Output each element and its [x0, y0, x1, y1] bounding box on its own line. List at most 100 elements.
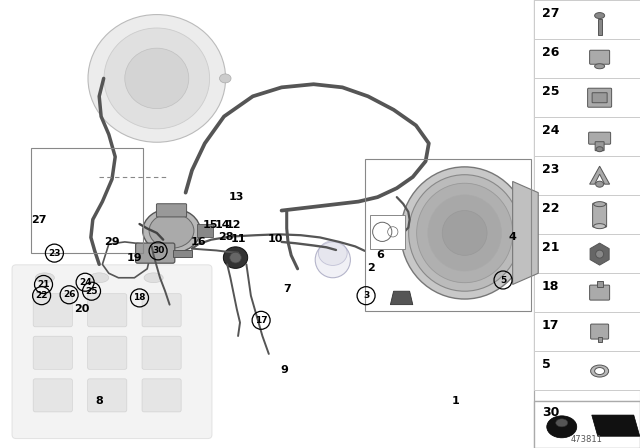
FancyBboxPatch shape — [142, 336, 181, 369]
Ellipse shape — [428, 195, 502, 271]
FancyBboxPatch shape — [588, 88, 612, 107]
Text: 11: 11 — [230, 234, 246, 244]
Bar — [365, 159, 531, 311]
FancyBboxPatch shape — [142, 379, 181, 412]
Text: 9: 9 — [281, 365, 289, 375]
FancyBboxPatch shape — [589, 132, 611, 144]
Ellipse shape — [144, 273, 163, 283]
Ellipse shape — [596, 146, 603, 152]
Text: 19: 19 — [127, 253, 142, 263]
Text: 473811: 473811 — [571, 435, 603, 444]
Text: 25: 25 — [541, 85, 559, 98]
Text: 24: 24 — [79, 278, 92, 287]
Text: 20: 20 — [74, 304, 90, 314]
Bar — [598, 18, 602, 34]
Bar — [370, 215, 405, 249]
Polygon shape — [513, 181, 538, 284]
Text: 5: 5 — [500, 276, 506, 284]
Ellipse shape — [149, 213, 194, 248]
Text: 26: 26 — [541, 46, 559, 59]
FancyBboxPatch shape — [88, 294, 127, 327]
Text: 17: 17 — [255, 316, 268, 325]
Text: 30: 30 — [541, 406, 559, 419]
Text: 8: 8 — [95, 396, 103, 406]
FancyBboxPatch shape — [595, 142, 604, 151]
Bar — [534, 39, 640, 78]
FancyBboxPatch shape — [592, 93, 607, 103]
Polygon shape — [390, 291, 413, 305]
Polygon shape — [590, 243, 609, 265]
Ellipse shape — [223, 247, 248, 268]
Ellipse shape — [409, 175, 521, 291]
Text: 21: 21 — [541, 241, 559, 254]
Text: 5: 5 — [541, 358, 550, 371]
Ellipse shape — [220, 74, 231, 83]
Text: 12: 12 — [226, 220, 241, 230]
Text: 6: 6 — [376, 250, 384, 260]
Bar — [534, 78, 640, 117]
FancyBboxPatch shape — [136, 243, 175, 263]
Text: 26: 26 — [63, 290, 76, 299]
FancyBboxPatch shape — [591, 324, 609, 339]
FancyBboxPatch shape — [593, 203, 607, 227]
Text: 23: 23 — [541, 163, 559, 176]
Bar — [534, 312, 640, 351]
Text: 10: 10 — [268, 234, 283, 244]
FancyBboxPatch shape — [33, 336, 72, 369]
FancyBboxPatch shape — [12, 265, 212, 439]
Ellipse shape — [230, 252, 241, 263]
Polygon shape — [592, 415, 640, 436]
Ellipse shape — [143, 208, 200, 253]
Bar — [534, 0, 640, 39]
Ellipse shape — [595, 13, 605, 18]
FancyBboxPatch shape — [88, 336, 127, 369]
FancyBboxPatch shape — [589, 50, 610, 64]
Text: 1: 1 — [452, 396, 460, 406]
Ellipse shape — [594, 224, 605, 228]
Text: 28: 28 — [218, 232, 234, 241]
Text: 3: 3 — [363, 291, 369, 300]
Bar — [31, 148, 143, 253]
FancyBboxPatch shape — [142, 294, 181, 327]
Ellipse shape — [315, 242, 351, 278]
Text: 2: 2 — [367, 263, 375, 273]
Ellipse shape — [104, 28, 210, 129]
Bar — [173, 250, 192, 257]
Ellipse shape — [88, 15, 226, 142]
FancyBboxPatch shape — [589, 285, 610, 300]
Text: 22: 22 — [35, 291, 48, 300]
Ellipse shape — [547, 416, 577, 438]
Text: 21: 21 — [37, 280, 50, 289]
Bar — [197, 224, 213, 237]
Text: 13: 13 — [229, 192, 244, 202]
Ellipse shape — [591, 365, 609, 377]
Ellipse shape — [596, 250, 604, 258]
Text: 18: 18 — [541, 280, 559, 293]
Bar — [534, 401, 640, 448]
Bar — [598, 337, 602, 342]
Text: 30: 30 — [152, 246, 164, 255]
Text: 14: 14 — [214, 220, 230, 230]
Ellipse shape — [595, 64, 605, 69]
Text: 17: 17 — [541, 319, 559, 332]
Text: 4: 4 — [508, 233, 516, 242]
Ellipse shape — [594, 202, 605, 207]
Text: 15: 15 — [202, 220, 218, 230]
Ellipse shape — [596, 181, 604, 187]
Text: 29: 29 — [104, 237, 120, 247]
Bar — [596, 281, 603, 287]
Ellipse shape — [35, 273, 54, 283]
Bar — [534, 117, 640, 156]
FancyBboxPatch shape — [33, 294, 72, 327]
Text: 27: 27 — [31, 215, 46, 224]
Text: 16: 16 — [191, 237, 206, 247]
Text: 27: 27 — [541, 7, 559, 20]
Ellipse shape — [319, 241, 347, 265]
Text: 25: 25 — [85, 287, 98, 296]
Ellipse shape — [125, 48, 189, 109]
Bar — [534, 195, 640, 234]
Ellipse shape — [90, 273, 109, 283]
FancyBboxPatch shape — [88, 379, 127, 412]
Bar — [534, 156, 640, 195]
Ellipse shape — [417, 183, 513, 283]
